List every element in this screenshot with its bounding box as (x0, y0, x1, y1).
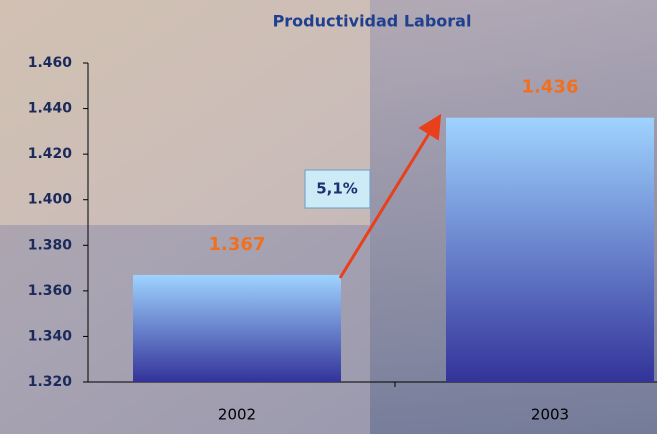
page: {"chart_data": {"type": "bar", "title": … (0, 0, 657, 434)
y-tick-label: 1.460 (28, 55, 73, 71)
y-tick-label: 1.320 (28, 374, 73, 390)
chart-title: Productividad Laboral (273, 12, 472, 31)
y-tick-label: 1.420 (28, 146, 73, 162)
y-tick-label: 1.340 (28, 328, 73, 344)
bar (133, 275, 341, 382)
value-label: 1.436 (522, 77, 579, 98)
value-label: 1.367 (209, 234, 266, 255)
annotation: 5,1% (316, 180, 358, 198)
chart: Productividad Laboral 1.320 1.340 1.360 1.3… (0, 0, 657, 434)
y-tick-label: 1.400 (28, 192, 73, 208)
x-tick-label: 2003 (531, 406, 569, 424)
bar (446, 118, 654, 382)
y-tick-label: 1.380 (28, 237, 73, 253)
y-tick-label: 1.360 (28, 283, 73, 299)
x-tick-label: 2002 (218, 406, 256, 424)
y-tick-label: 1.440 (28, 101, 73, 117)
